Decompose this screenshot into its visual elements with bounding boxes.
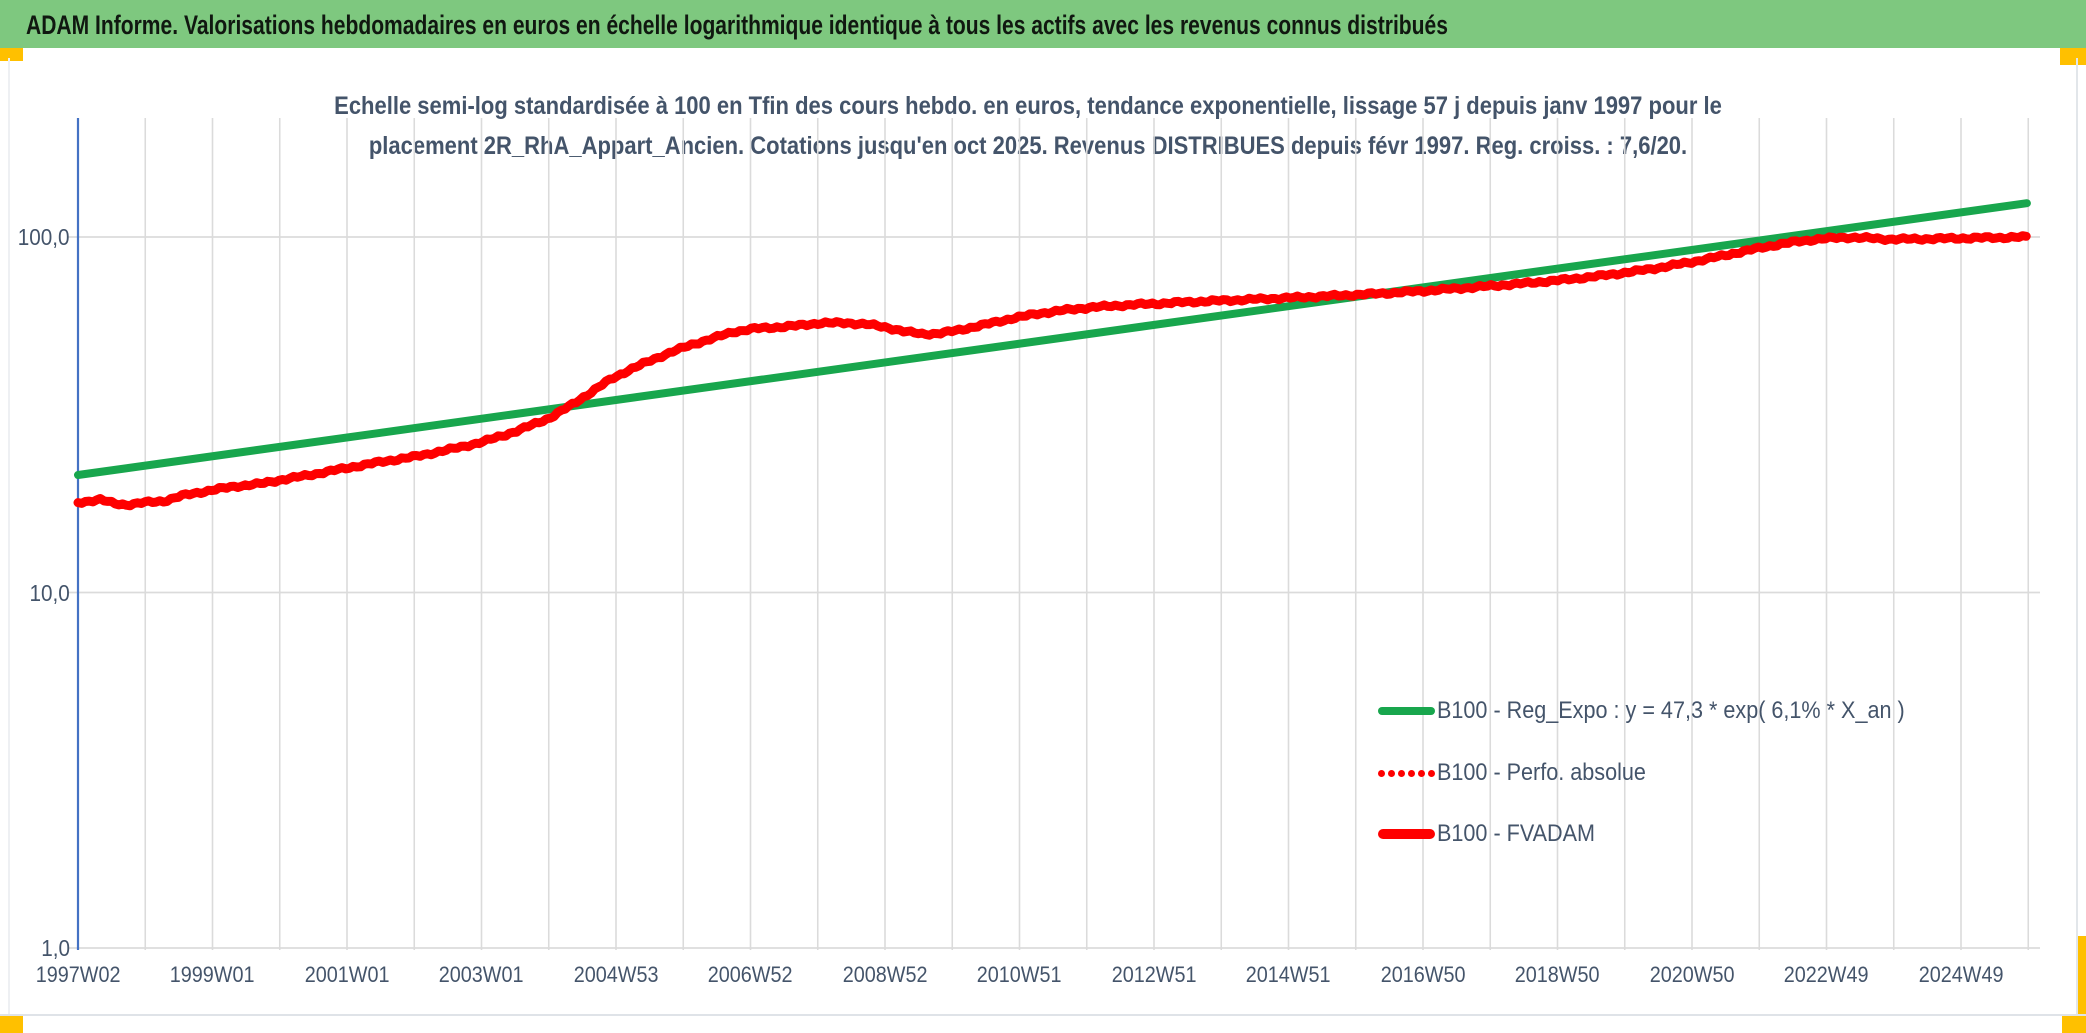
x-tick-label: 2016W50	[1380, 962, 1466, 987]
accent-square-top-left	[0, 48, 23, 61]
x-tick-label: 2006W52	[708, 962, 793, 987]
x-tick-label: 2001W01	[304, 962, 390, 987]
x-tick-label: 2020W50	[1649, 962, 1735, 987]
y-tick-label: 10,0	[29, 579, 70, 606]
x-tick-label: 2014W51	[1246, 962, 1331, 987]
x-tick-label: 2022W49	[1784, 962, 1869, 987]
legend-item-2[interactable]: B100 - Perfo. absolue	[1378, 759, 1669, 787]
x-tick-label: 2003W01	[439, 962, 524, 987]
x-tick-label: 2010W51	[977, 962, 1062, 987]
x-tick-label: 1997W02	[35, 962, 121, 987]
legend-swatch-green-line	[1378, 707, 1435, 715]
panel-border-bottom	[0, 1014, 2086, 1016]
x-tick-label: 1999W01	[170, 962, 255, 987]
legend-label: B100 - FVADAM	[1437, 820, 1596, 847]
header-title: ADAM Informe. Valorisations hebdomadaire…	[26, 10, 1448, 40]
legend-swatch-red-dots	[1378, 769, 1435, 777]
accent-strip-right	[2077, 936, 2086, 1016]
x-tick-label: 2018W50	[1515, 962, 1600, 987]
legend-label: B100 - Perfo. absolue	[1437, 759, 1646, 786]
accent-square-top-right	[2060, 48, 2086, 65]
y-tick-label: 1,0	[41, 935, 70, 961]
panel-border-right	[2076, 58, 2078, 1015]
panel-border-left	[8, 58, 10, 1015]
chart-title-line-1: Echelle semi-log standardisée à 100 en T…	[334, 92, 1722, 120]
accent-square-bottom-right	[2062, 1015, 2086, 1033]
x-tick-label: 2004W53	[573, 962, 659, 987]
legend-label: B100 - Reg_Expo : y = 47,3 * exp( 6,1% *…	[1437, 697, 1905, 724]
x-tick-label: 2008W52	[842, 962, 928, 987]
y-tick-label: 100,0	[18, 224, 70, 250]
legend-item-3[interactable]: B100 - FVADAM	[1378, 820, 1613, 848]
header-title-bar: ADAM Informe. Valorisations hebdomadaire…	[0, 0, 2086, 48]
chart-title-line-2: placement 2R_RhA_Appart_Ancien. Cotation…	[368, 132, 1688, 160]
x-tick-label: 2012W51	[1111, 962, 1197, 987]
x-tick-label: 2024W49	[1918, 962, 2004, 987]
legend-swatch-red-line	[1378, 829, 1435, 839]
accent-square-bottom-left	[0, 1015, 23, 1033]
legend-item-1[interactable]: B100 - Reg_Expo : y = 47,3 * exp( 6,1% *…	[1378, 697, 1957, 725]
series-reg-expo-line[interactable]	[74, 199, 2031, 479]
series-fvadam-line[interactable]	[73, 231, 2031, 511]
